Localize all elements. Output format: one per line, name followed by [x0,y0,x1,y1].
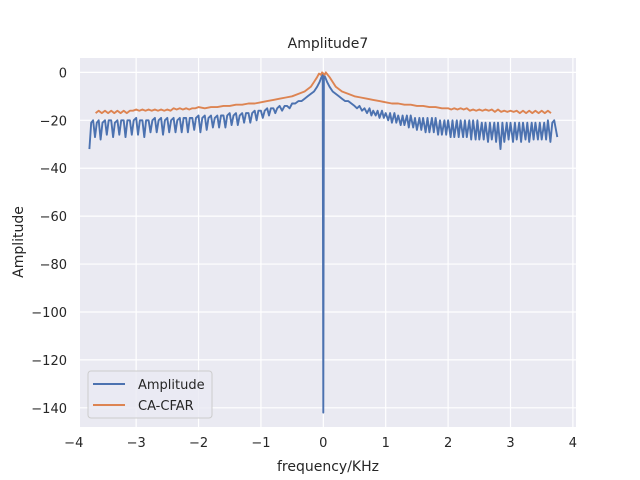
legend-label: CA-CFAR [138,399,194,414]
y-tick-label: −20 [40,114,67,129]
series-line-amplitude [88,73,559,414]
x-tick-label: −2 [189,436,208,451]
x-tick-label: 3 [506,436,514,451]
x-tick-label: 4 [569,436,577,451]
x-ticks: −4 −3 −2 −1 0 1 2 3 4 [64,436,577,451]
x-tick-label: 1 [382,436,390,451]
x-tick-label: −1 [251,436,270,451]
y-tick-label: −60 [40,210,67,225]
y-tick-label: 0 [59,66,67,81]
x-tick-label: −4 [64,436,83,451]
y-tick-label: −100 [31,306,67,321]
y-tick-label: −140 [31,402,67,417]
chart-title: Amplitude7 [288,36,369,52]
plot-area [80,58,576,427]
legend-label: Amplitude [138,378,205,393]
y-axis-title: Amplitude [11,206,27,278]
legend-box [87,370,213,419]
x-tick-label: 0 [319,436,327,451]
legend: Amplitude CA-CFAR [87,370,213,419]
y-tick-label: −80 [40,258,67,273]
series-layer [88,71,559,414]
y-ticks: 0 −20 −40 −60 −80 −100 −120 −140 [31,66,67,416]
x-axis-title: frequency/KHz [277,459,379,475]
y-tick-label: −120 [31,354,67,369]
series-line-ca-cfar [95,71,552,115]
x-tick-label: 2 [444,436,452,451]
x-tick-label: −3 [127,436,146,451]
y-tick-label: −40 [40,162,67,177]
